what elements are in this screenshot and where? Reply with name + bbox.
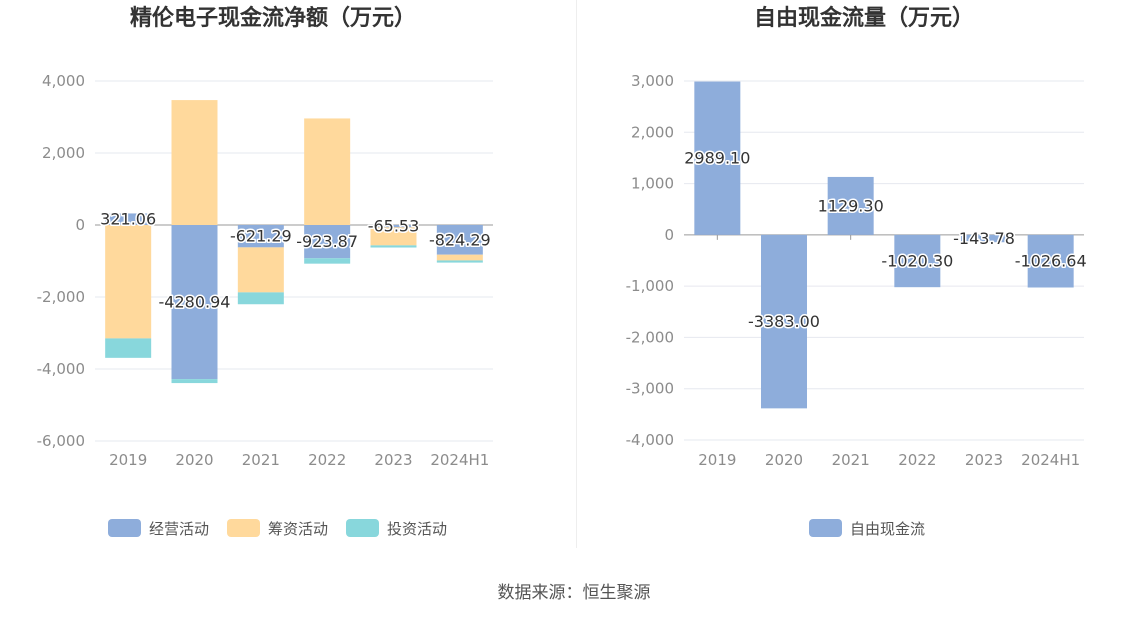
data-source-note: 数据来源：恒生聚源	[497, 583, 651, 603]
data-label: -824.29	[429, 230, 491, 249]
bar-investing-activities-2023	[370, 245, 417, 248]
bars	[105, 100, 483, 384]
y-tick-label: 0	[664, 226, 674, 244]
legend-label: 投资活动	[387, 520, 447, 538]
y-tick-label: 2,000	[631, 123, 674, 141]
bar-free-cash-flow-2022	[894, 234, 941, 288]
y-tick-label: -6,000	[37, 432, 85, 450]
bar-financing-activities-2019	[105, 225, 152, 339]
bar-financing-activities-2022	[304, 118, 351, 225]
data-label: -65.53	[368, 217, 420, 236]
y-tick-label: 4,000	[42, 72, 85, 90]
data-label: -143.78	[953, 229, 1015, 248]
legend-item-financing-activities[interactable]: 筹资活动	[227, 519, 328, 538]
data-label: 1129.30	[818, 196, 884, 215]
legend-label: 经营活动	[149, 520, 209, 538]
x-tick-label: 2023	[965, 451, 1003, 469]
data-label: -1026.64	[1015, 252, 1087, 271]
bar-operating-activities-2019	[105, 213, 152, 225]
bar-free-cash-flow-2024h1	[1027, 234, 1074, 288]
y-axis: 3,000 2,000 1,000 0 -1,000 -2,000 -3,000 -4,000	[626, 72, 1084, 449]
y-tick-label: 0	[75, 216, 85, 234]
bar-operating-activities-2020	[171, 225, 218, 380]
bar-investing-activities-2022	[304, 258, 351, 264]
bar-financing-activities-2024h1	[436, 254, 483, 261]
bar-operating-activities-2023	[370, 225, 417, 228]
y-tick-label: 3,000	[631, 72, 674, 90]
x-tick-label: 2019	[109, 451, 147, 469]
data-label: 2989.10	[684, 149, 750, 168]
legend-item-operating-activities[interactable]: 经营活动	[108, 519, 209, 538]
free-cash-flow-chart: 自由现金流量（万元） 3,000 2,000 1,000 0 -1,000 -2,000 -3…	[626, 5, 1088, 538]
data-labels: 2989.10 -3383.00 1129.30 -1020.30-143.78-10…	[683, 147, 1088, 332]
data-label: 321.06	[100, 210, 156, 229]
data-label: -621.29	[230, 227, 292, 246]
y-tick-label: -4,000	[37, 360, 85, 378]
bars	[694, 81, 1074, 409]
x-tick-label: 2022	[898, 451, 936, 469]
data-label: -923.87	[296, 232, 358, 251]
bar-investing-activities-2020	[171, 379, 218, 384]
data-labels: 321.06 -4280.94 -621.29 -923.87 -65.53 -824.2…	[99, 208, 493, 313]
bar-financing-activities-2023	[370, 227, 417, 246]
data-label: -3383.00	[748, 312, 820, 331]
y-tick-label: -3,000	[626, 380, 674, 398]
bar-operating-activities-2021	[237, 225, 284, 248]
x-tick-label: 2024H1	[1021, 451, 1080, 469]
y-axis: 4,000 2,000 0 -2,000 -4,000 -6,000	[37, 72, 493, 450]
bar-free-cash-flow-2023	[961, 234, 1007, 243]
x-tick-label: 2021	[832, 451, 870, 469]
x-tick-label: 2022	[308, 451, 346, 469]
bar-investing-activities-2019	[105, 338, 152, 358]
panel-divider	[576, 0, 577, 548]
cash-flow-net-panel: 精伦电子现金流净额（万元） 4,000 2,000 0 -2,000 -4,000 -6,0…	[0, 0, 574, 560]
bar-free-cash-flow-2020	[761, 234, 807, 409]
legend-swatch	[108, 519, 141, 537]
y-tick-label: -4,000	[626, 431, 674, 449]
legend-swatch	[227, 519, 260, 537]
x-axis: 2019 2020 2021 2022 2023 2024H1	[95, 224, 493, 469]
cash-flow-net-chart: 精伦电子现金流净额（万元） 4,000 2,000 0 -2,000 -4,000 -6,0…	[37, 5, 493, 538]
legend-label: 自由现金流	[850, 520, 925, 538]
legend: 自由现金流	[809, 519, 925, 538]
data-label: -4280.94	[159, 293, 231, 312]
chart-title: 精伦电子现金流净额（万元）	[130, 5, 416, 31]
bar-free-cash-flow-2021	[827, 176, 874, 235]
y-tick-label: 1,000	[631, 175, 674, 193]
x-tick-label: 2019	[698, 451, 736, 469]
y-tick-label: 2,000	[42, 144, 85, 162]
bar-operating-activities-2024h1	[436, 225, 483, 255]
free-cash-flow-panel: 自由现金流量（万元） 3,000 2,000 1,000 0 -1,000 -2,000 -3…	[574, 0, 1148, 560]
legend-label: 筹资活动	[268, 520, 328, 538]
chart-title: 自由现金流量（万元）	[754, 5, 974, 31]
bar-financing-activities-2021	[237, 247, 284, 293]
legend-swatch	[346, 519, 379, 537]
x-tick-label: 2020	[175, 451, 213, 469]
bar-investing-activities-2024h1	[436, 260, 483, 263]
data-label: -1020.30	[881, 252, 953, 271]
bar-financing-activities-2020	[171, 100, 218, 225]
x-tick-label: 2023	[374, 451, 412, 469]
x-axis: 2019 2020 2021 2022 2023 2024H1	[684, 234, 1084, 469]
legend-item-free-cash-flow[interactable]: 自由现金流	[809, 519, 925, 538]
y-tick-label: -2,000	[37, 288, 85, 306]
y-tick-label: -2,000	[626, 328, 674, 346]
x-tick-label: 2024H1	[430, 451, 489, 469]
legend: 经营活动 筹资活动 投资活动	[108, 519, 447, 538]
legend-swatch	[809, 519, 842, 537]
x-tick-label: 2020	[765, 451, 803, 469]
bar-investing-activities-2021	[237, 292, 284, 305]
x-tick-label: 2021	[242, 451, 280, 469]
bar-operating-activities-2022	[304, 225, 351, 259]
bar-free-cash-flow-2019	[694, 81, 741, 235]
legend-item-investing-activities[interactable]: 投资活动	[346, 519, 447, 538]
y-tick-label: -1,000	[626, 277, 674, 295]
